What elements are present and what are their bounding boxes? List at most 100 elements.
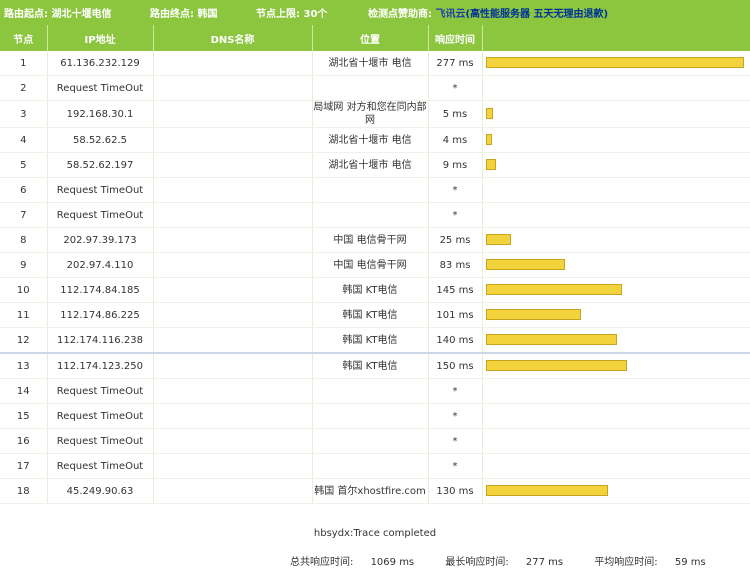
dns-cell xyxy=(153,302,313,328)
location-cell: 湖北省十堰市 电信 xyxy=(312,51,429,76)
table-row: 18 45.249.90.63 韩国 首尔xhostfire.com 130 ms xyxy=(0,478,750,504)
location-cell xyxy=(312,202,429,228)
node-cell: 15 xyxy=(0,403,48,429)
table-row: 4 58.52.62.5 湖北省十堰市 电信 4 ms xyxy=(0,127,750,153)
bar-cell xyxy=(482,51,750,76)
ip-cell: 58.52.62.5 xyxy=(47,127,154,153)
bar-cell xyxy=(482,478,750,504)
time-cell: * xyxy=(428,453,483,479)
ip-cell: Request TimeOut xyxy=(47,202,154,228)
bar-cell xyxy=(482,428,750,454)
time-cell: 130 ms xyxy=(428,478,483,504)
ip-cell: 112.174.116.238 xyxy=(47,327,154,354)
dns-cell xyxy=(153,478,313,504)
bar-cell xyxy=(482,327,750,354)
sponsor: 检测点赞助商: 飞讯云(高性能服务器 五天无理由退款) xyxy=(368,5,608,20)
node-cell: 17 xyxy=(0,453,48,479)
dns-cell xyxy=(153,152,313,178)
table-row: 3 192.168.30.1 局域网 对方和您在同内部网 5 ms xyxy=(0,100,750,128)
response-time-bar xyxy=(485,334,617,346)
bar-cell xyxy=(482,177,750,203)
bar-cell xyxy=(482,378,750,404)
ip-cell: 202.97.4.110 xyxy=(47,252,154,278)
time-cell: 150 ms xyxy=(428,352,483,379)
time-cell: * xyxy=(428,202,483,228)
header-dns: DNS名称 xyxy=(153,25,313,51)
bar-cell xyxy=(482,252,750,278)
avg-time-value: 59 ms xyxy=(674,557,706,568)
ip-cell: 112.174.123.250 xyxy=(47,352,154,379)
node-limit-label: 节点上限: xyxy=(256,9,300,20)
avg-time-label: 平均响应时间: xyxy=(594,557,658,568)
location-cell xyxy=(312,453,429,479)
sponsor-slogan-link[interactable]: (高性能服务器 五天无理由退款) xyxy=(465,9,609,20)
node-cell: 6 xyxy=(0,177,48,203)
time-cell: 25 ms xyxy=(428,227,483,253)
node-cell: 7 xyxy=(0,202,48,228)
time-cell: 5 ms xyxy=(428,100,483,128)
response-time-bar xyxy=(485,159,496,171)
node-cell: 3 xyxy=(0,100,48,128)
response-time-bar xyxy=(485,360,627,372)
bar-cell xyxy=(482,302,750,328)
location-cell: 韩国 KT电信 xyxy=(312,302,429,328)
route-start-label: 路由起点: xyxy=(4,9,48,20)
route-summary-bar: 路由起点: 湖北十堰电信 路由终点: 韩国 节点上限: 30个 检测点赞助商: … xyxy=(0,0,750,25)
trace-rows: 1 61.136.232.129 湖北省十堰市 电信 277 ms 2 Request T… xyxy=(0,51,750,504)
time-cell: 145 ms xyxy=(428,277,483,303)
table-row: 2 Request TimeOut * xyxy=(0,75,750,101)
header-response-time: 响应时间 xyxy=(428,25,483,51)
ip-cell: Request TimeOut xyxy=(47,428,154,454)
avg-time: 平均响应时间: 59 ms xyxy=(594,557,719,568)
dns-cell xyxy=(153,352,313,379)
table-row: 6 Request TimeOut * xyxy=(0,177,750,203)
header-node: 节点 xyxy=(0,25,48,51)
bar-cell xyxy=(482,453,750,479)
bar-cell xyxy=(482,127,750,153)
location-cell xyxy=(312,428,429,454)
dns-cell xyxy=(153,202,313,228)
table-row: 5 58.52.62.197 湖北省十堰市 电信 9 ms xyxy=(0,152,750,178)
table-row: 12 112.174.116.238 韩国 KT电信 140 ms xyxy=(0,327,750,354)
ip-cell: 58.52.62.197 xyxy=(47,152,154,178)
time-cell: * xyxy=(428,75,483,101)
sponsor-link[interactable]: 飞讯云 xyxy=(435,9,466,20)
node-cell: 11 xyxy=(0,302,48,328)
response-time-bar xyxy=(485,284,622,296)
table-row: 13 112.174.123.250 韩国 KT电信 150 ms xyxy=(0,352,750,379)
node-cell: 18 xyxy=(0,478,48,504)
node-cell: 16 xyxy=(0,428,48,454)
bar-cell xyxy=(482,152,750,178)
table-row: 1 61.136.232.129 湖北省十堰市 电信 277 ms xyxy=(0,51,750,76)
node-cell: 13 xyxy=(0,352,48,379)
node-limit-value: 30个 xyxy=(303,9,328,20)
bar-cell xyxy=(482,75,750,101)
table-row: 16 Request TimeOut * xyxy=(0,428,750,454)
response-time-bar xyxy=(485,134,492,146)
route-end-value: 韩国 xyxy=(197,9,218,20)
ip-cell: 192.168.30.1 xyxy=(47,100,154,128)
table-row: 9 202.97.4.110 中国 电信骨干网 83 ms xyxy=(0,252,750,278)
trace-table: 节点 IP地址 DNS名称 位置 响应时间 1 61.136.232.129 湖北省… xyxy=(0,25,750,504)
ip-cell: 61.136.232.129 xyxy=(47,51,154,76)
dns-cell xyxy=(153,403,313,429)
location-cell: 韩国 KT电信 xyxy=(312,352,429,379)
max-time: 最长响应时间: 277 ms xyxy=(445,557,580,568)
ip-cell: 112.174.84.185 xyxy=(47,277,154,303)
bar-cell xyxy=(482,100,750,128)
dns-cell xyxy=(153,378,313,404)
node-cell: 9 xyxy=(0,252,48,278)
table-row: 14 Request TimeOut * xyxy=(0,378,750,404)
location-cell: 湖北省十堰市 电信 xyxy=(312,127,429,153)
location-cell xyxy=(312,177,429,203)
route-start: 路由起点: 湖北十堰电信 xyxy=(4,5,111,20)
ip-cell: 202.97.39.173 xyxy=(47,227,154,253)
node-cell: 1 xyxy=(0,51,48,76)
table-row: 15 Request TimeOut * xyxy=(0,403,750,429)
bar-cell xyxy=(482,352,750,379)
location-cell: 韩国 KT电信 xyxy=(312,277,429,303)
bar-cell xyxy=(482,202,750,228)
route-start-value: 湖北十堰电信 xyxy=(51,9,112,20)
stats-summary: 总共响应时间: 1069 ms 最长响应时间: 277 ms 平均响应时间: 5… xyxy=(290,553,734,568)
time-cell: 140 ms xyxy=(428,327,483,354)
